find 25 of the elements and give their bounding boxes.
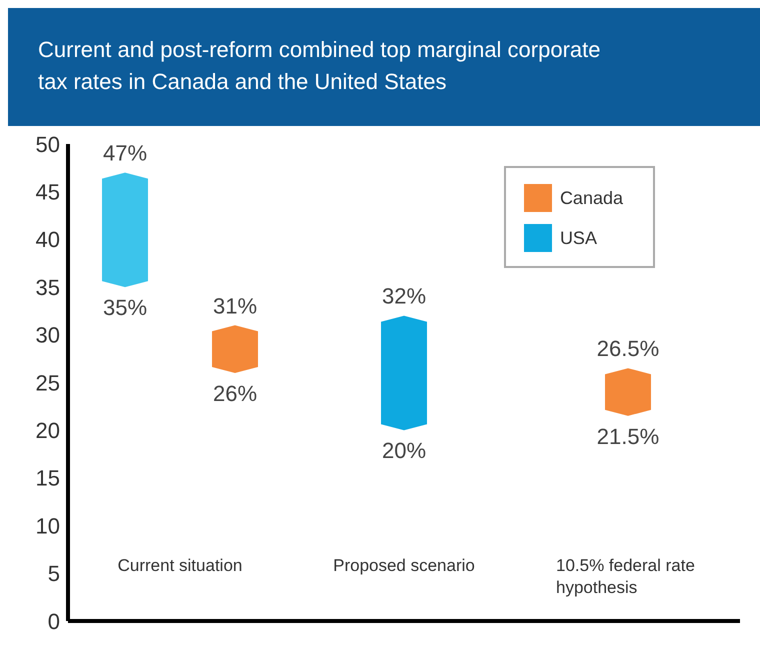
y-tick-label: 45 [36,180,60,205]
legend-label: Canada [560,188,623,208]
y-tick-label: 10 [36,513,60,538]
annotation: 32% [382,284,426,309]
x-tick-label: 10.5% federal rate hypothesis [556,556,695,597]
annotation: 35% [102,295,148,320]
annotation: 47% [102,140,148,166]
y-tick-label: 40 [36,227,60,252]
y-tick-label: 0 [48,608,60,634]
annotation: 26% [212,380,258,406]
annotation: 26.5% [596,336,660,362]
y-tick-label: 50 [36,132,60,157]
chart-title: Current and post-reform combined top marginal corporate tax rates in Canada and the United States [8,8,760,126]
y-tick-label: 5 [48,561,60,586]
annotation: 31% [212,293,258,318]
y-tick-label: 25 [36,370,60,396]
annotation: 20% [382,438,426,464]
y-tick-label: 35 [36,274,60,300]
annotation: 21.5% [596,424,660,449]
y-tick-label: 20 [36,418,60,444]
y-tick-label: 30 [36,322,60,348]
x-tick-label: Proposed scenario [333,556,475,575]
legend-label: USA [560,228,597,248]
y-tick-label: 15 [36,466,60,491]
x-tick-label: Current situation [118,556,242,575]
